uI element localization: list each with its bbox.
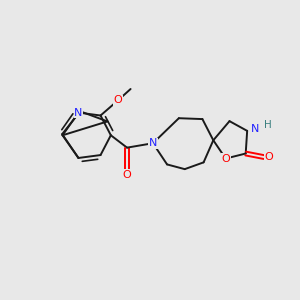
Text: N: N <box>74 108 82 118</box>
Text: H: H <box>265 120 272 130</box>
Text: N: N <box>251 124 260 134</box>
Text: O: O <box>123 170 131 180</box>
Text: N: N <box>149 138 157 148</box>
Text: O: O <box>114 95 123 105</box>
Text: O: O <box>221 154 230 164</box>
Text: O: O <box>265 152 273 162</box>
